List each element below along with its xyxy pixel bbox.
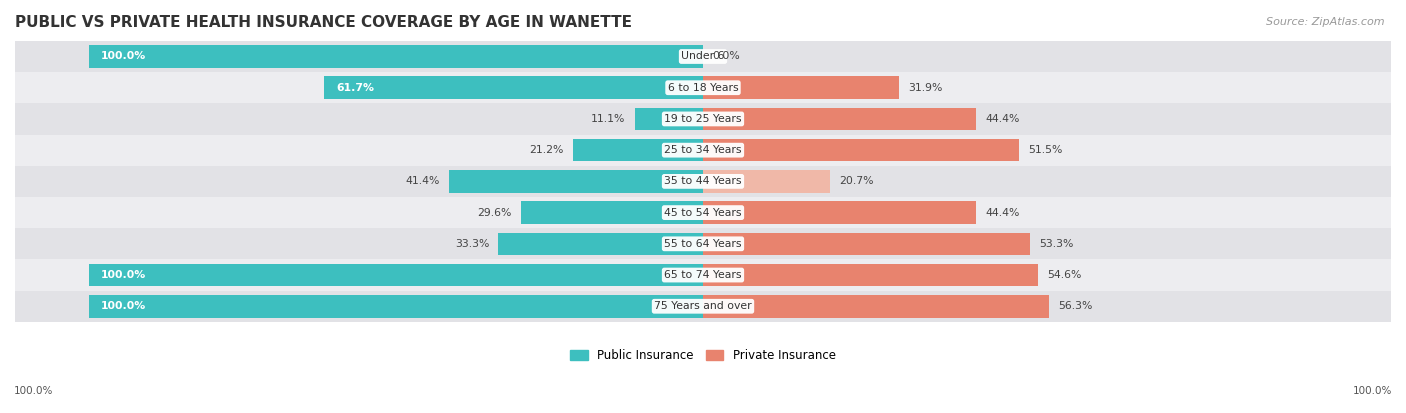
- Bar: [703, 295, 1049, 318]
- Text: 54.6%: 54.6%: [1047, 270, 1083, 280]
- Bar: [15, 72, 1391, 103]
- Text: 65 to 74 Years: 65 to 74 Years: [664, 270, 742, 280]
- Bar: [703, 76, 898, 99]
- Text: 35 to 44 Years: 35 to 44 Years: [664, 176, 742, 186]
- Text: 11.1%: 11.1%: [592, 114, 626, 124]
- Text: 55 to 64 Years: 55 to 64 Years: [664, 239, 742, 249]
- Bar: [449, 170, 703, 192]
- Text: 44.4%: 44.4%: [986, 208, 1019, 218]
- Text: 0.0%: 0.0%: [713, 52, 740, 62]
- Text: 100.0%: 100.0%: [1353, 387, 1392, 396]
- Bar: [572, 139, 703, 161]
- Text: 53.3%: 53.3%: [1039, 239, 1074, 249]
- Text: 6 to 18 Years: 6 to 18 Years: [668, 83, 738, 93]
- Text: 100.0%: 100.0%: [101, 270, 146, 280]
- Text: Source: ZipAtlas.com: Source: ZipAtlas.com: [1267, 17, 1385, 26]
- Text: 100.0%: 100.0%: [14, 387, 53, 396]
- Text: Under 6: Under 6: [682, 52, 724, 62]
- Text: 19 to 25 Years: 19 to 25 Years: [664, 114, 742, 124]
- Text: PUBLIC VS PRIVATE HEALTH INSURANCE COVERAGE BY AGE IN WANETTE: PUBLIC VS PRIVATE HEALTH INSURANCE COVER…: [15, 15, 633, 30]
- Bar: [15, 228, 1391, 259]
- Bar: [89, 295, 703, 318]
- Bar: [703, 170, 830, 192]
- Bar: [89, 264, 703, 286]
- Bar: [15, 41, 1391, 72]
- Text: 31.9%: 31.9%: [908, 83, 942, 93]
- Bar: [703, 108, 976, 130]
- Text: 100.0%: 100.0%: [101, 301, 146, 311]
- Bar: [703, 233, 1031, 255]
- Text: 41.4%: 41.4%: [405, 176, 440, 186]
- Bar: [15, 291, 1391, 322]
- Bar: [15, 259, 1391, 291]
- Bar: [499, 233, 703, 255]
- Text: 44.4%: 44.4%: [986, 114, 1019, 124]
- Text: 33.3%: 33.3%: [456, 239, 489, 249]
- Bar: [89, 45, 703, 68]
- Text: 45 to 54 Years: 45 to 54 Years: [664, 208, 742, 218]
- Text: 100.0%: 100.0%: [101, 52, 146, 62]
- Text: 29.6%: 29.6%: [478, 208, 512, 218]
- Legend: Public Insurance, Private Insurance: Public Insurance, Private Insurance: [565, 344, 841, 367]
- Bar: [703, 264, 1039, 286]
- Text: 20.7%: 20.7%: [839, 176, 875, 186]
- Bar: [703, 139, 1019, 161]
- Bar: [522, 202, 703, 224]
- Bar: [323, 76, 703, 99]
- Text: 75 Years and over: 75 Years and over: [654, 301, 752, 311]
- Bar: [15, 166, 1391, 197]
- Bar: [15, 135, 1391, 166]
- Text: 21.2%: 21.2%: [529, 145, 564, 155]
- Text: 56.3%: 56.3%: [1059, 301, 1092, 311]
- Text: 51.5%: 51.5%: [1029, 145, 1063, 155]
- Bar: [15, 197, 1391, 228]
- Bar: [636, 108, 703, 130]
- Bar: [15, 103, 1391, 135]
- Bar: [703, 202, 976, 224]
- Text: 61.7%: 61.7%: [336, 83, 374, 93]
- Text: 25 to 34 Years: 25 to 34 Years: [664, 145, 742, 155]
